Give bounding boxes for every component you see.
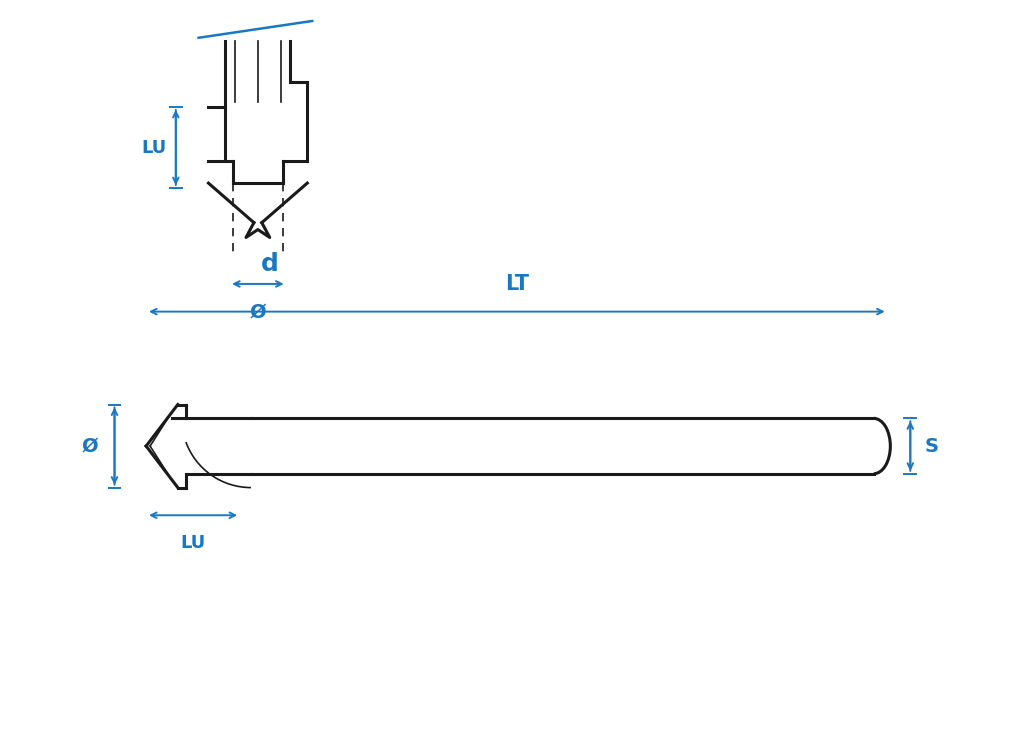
Text: LT: LT [505,274,529,294]
Text: LU: LU [141,139,167,157]
Text: d: d [261,252,279,276]
Text: Ø: Ø [82,437,98,456]
Text: LU: LU [181,534,206,552]
Text: S: S [925,437,939,456]
Text: Ø: Ø [249,302,267,321]
